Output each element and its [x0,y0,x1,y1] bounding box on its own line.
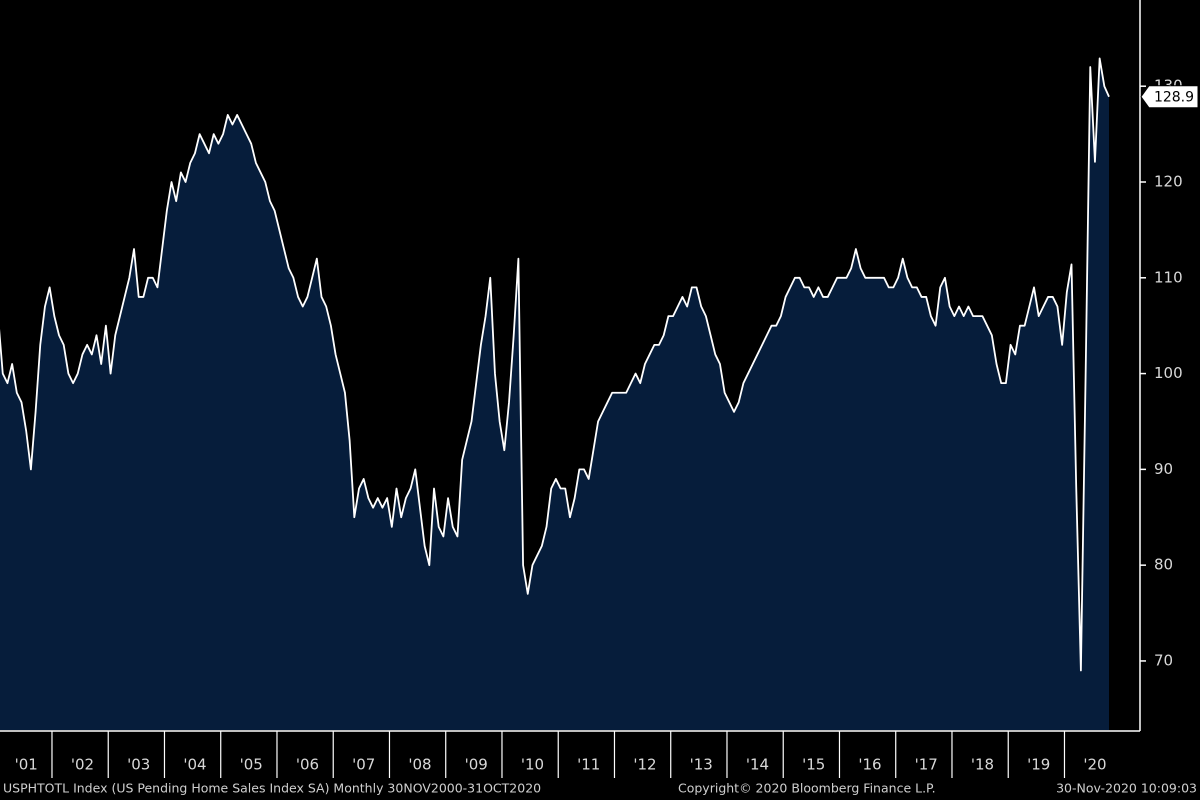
y-tick-label: 100 [1154,364,1183,382]
x-tick-label: '18 [971,756,994,774]
x-tick-label: '07 [352,756,375,774]
x-tick-label: '12 [633,756,656,774]
x-tick-label: '16 [858,756,881,774]
timestamp: 30-Nov-2020 10:09:03 [1056,781,1197,796]
x-tick-label: '04 [183,756,206,774]
y-tick-label: 110 [1154,268,1183,286]
x-tick-label: '08 [408,756,431,774]
source: Copyright© 2020 Bloomberg Finance L.P. [678,781,936,796]
x-tick-label: '14 [746,756,769,774]
x-tick-label: '10 [521,756,544,774]
y-tick-label: 120 [1154,173,1183,191]
last-value-tag [1140,85,1199,109]
line [0,57,1110,672]
area [0,58,1110,730]
x-tick-label: '15 [802,756,825,774]
x-tick-label: '03 [127,756,150,774]
y-tick-label: 80 [1154,556,1173,574]
axes: 708090100110120130'01'02'03'04'05'06'07'… [15,77,1199,778]
chart-title: USPHTOTL Index (US Pending Home Sales In… [3,781,541,796]
x-tick-label: '13 [690,756,713,774]
x-tick-label: '06 [296,756,319,774]
plot-area [0,57,1110,730]
x-tick-label: '11 [577,756,600,774]
last-value-label: 128.9 [1154,90,1194,106]
x-tick-label: '02 [71,756,94,774]
x-tick-label: '17 [915,756,938,774]
x-tick-label: '05 [240,756,263,774]
y-tick-label: 90 [1154,460,1173,478]
x-tick-label: '19 [1027,756,1050,774]
y-tick-label: 70 [1154,651,1173,669]
x-tick-label: '20 [1083,756,1106,774]
x-tick-label: '01 [15,756,38,774]
x-tick-label: '09 [465,756,488,774]
